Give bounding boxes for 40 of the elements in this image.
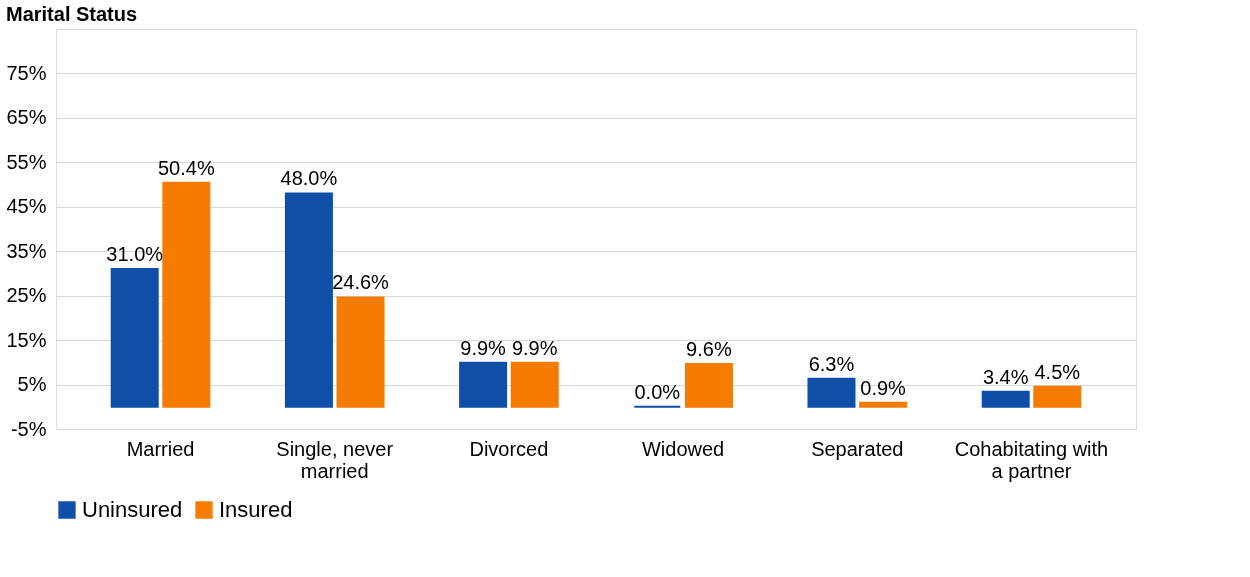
bar [110,268,159,408]
bar [459,361,508,408]
bar [807,377,856,408]
bar [162,181,211,408]
data-label: 6.3% [808,352,855,375]
bar [284,192,333,408]
y-tick-label: 15% [6,328,47,351]
y-tick-label: 45% [6,195,47,218]
bar [981,390,1030,408]
data-label: 9.6% [686,338,732,361]
bar [859,401,908,408]
bar [336,296,385,408]
y-tick-label: 25% [6,284,47,307]
y-tick-label: 65% [6,106,47,129]
data-label: 24.6% [332,271,390,294]
y-tick-label: 75% [6,61,47,84]
bar [510,361,559,408]
data-label: 0.0% [634,380,681,403]
legend-label: Uninsured [82,497,183,522]
x-tick-label: Divorced [469,437,549,460]
data-label: 9.9% [511,336,558,359]
y-tick-label: 35% [6,239,47,262]
chart-title: Marital Status [5,3,138,25]
bar [1033,385,1082,408]
x-tick-label: Cohabitating with a partner [954,437,1109,482]
x-tick-label: Widowed [641,437,725,460]
x-tick-label: Separated [811,437,904,460]
bar [684,363,733,408]
data-label: 50.4% [157,156,215,179]
data-label: 3.4% [982,365,1029,388]
data-label: 4.5% [1034,360,1081,383]
legend-label: Insured [219,497,293,522]
x-tick-label: Married [126,437,195,460]
y-tick-label: -5% [10,417,47,440]
data-label: 48.0% [280,167,338,190]
data-label: 9.9% [460,336,507,359]
y-tick-label: 55% [6,150,47,173]
x-tick-label: Single, never married [276,437,394,482]
y-tick-label: 5% [17,373,47,396]
data-label: 0.9% [860,376,907,399]
